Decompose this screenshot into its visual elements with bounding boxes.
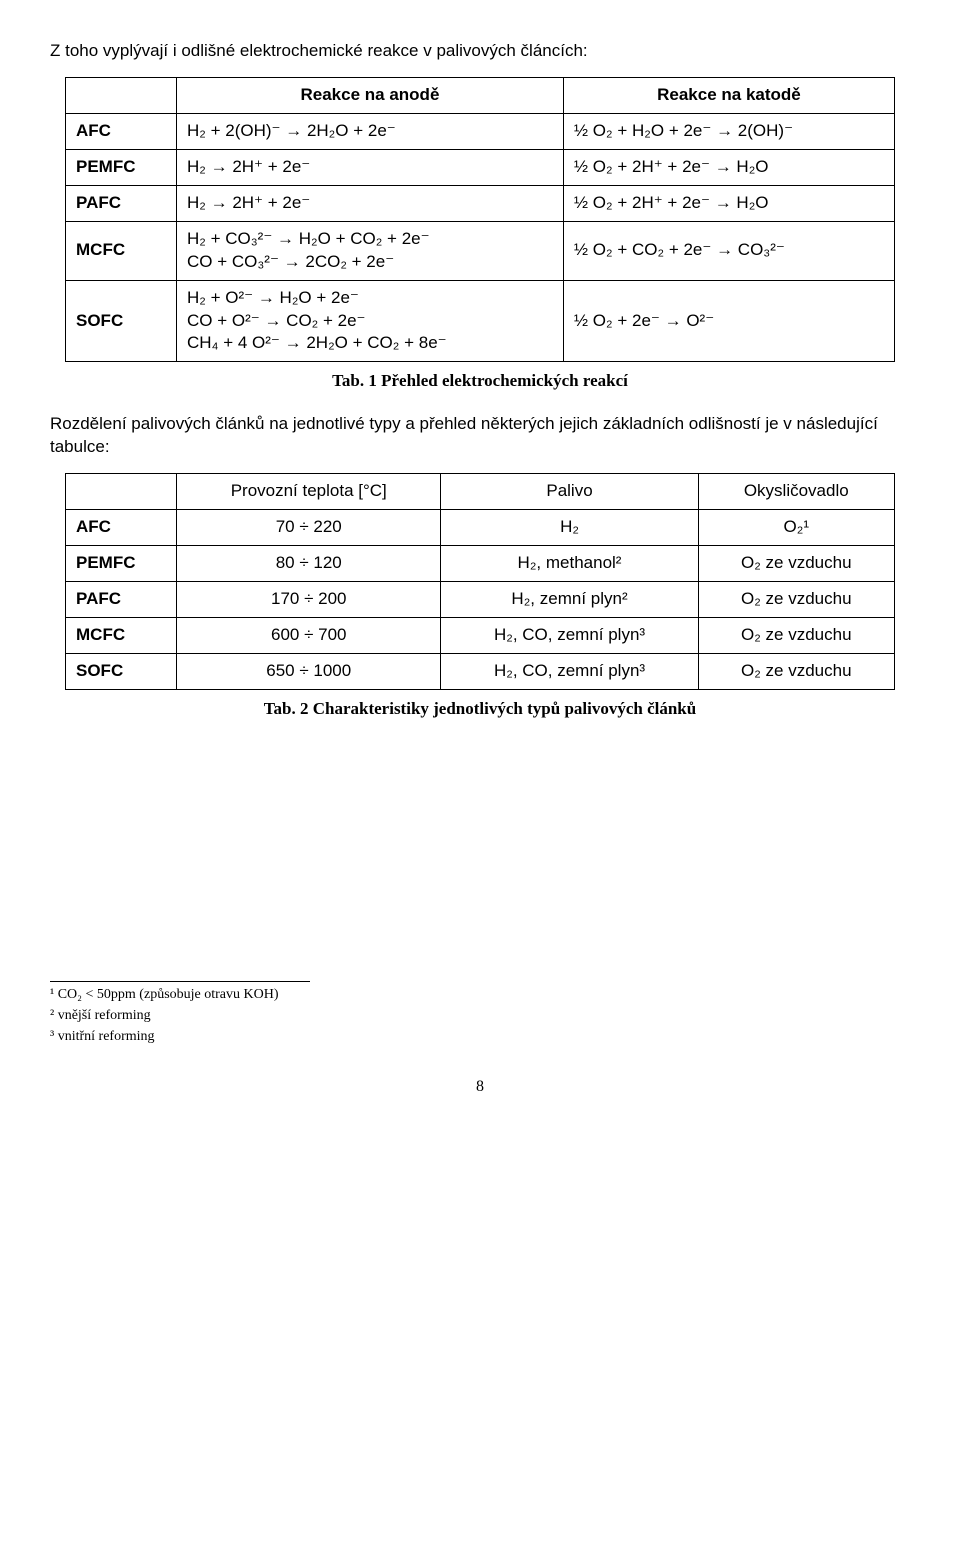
fuel-cell: H₂, CO, zemní plyn³ xyxy=(441,617,698,653)
row-label: SOFC xyxy=(66,280,177,362)
row-label: PAFC xyxy=(66,582,177,618)
paragraph-2: Rozdělení palivových článků na jednotliv… xyxy=(50,413,910,459)
table1-header-anode: Reakce na anodě xyxy=(177,77,564,113)
cathode-cell: ½ O₂ + 2H⁺ + 2e⁻ → H₂O xyxy=(563,185,894,221)
table1-header-cathode: Reakce na katodě xyxy=(563,77,894,113)
reactions-table: Reakce na anodě Reakce na katodě AFC H₂ … xyxy=(65,77,895,362)
fuel-cell: H₂, methanol² xyxy=(441,546,698,582)
row-label: PEMFC xyxy=(66,149,177,185)
row-label: PEMFC xyxy=(66,546,177,582)
table-row: AFC H₂ + 2(OH)⁻ → 2H₂O + 2e⁻ ½ O₂ + H₂O … xyxy=(66,113,895,149)
characteristics-table: Provozní teplota [°C] Palivo Okysličovad… xyxy=(65,473,895,690)
table2-header-fuel: Palivo xyxy=(441,474,698,510)
footnote-3: ³ vnitřní reforming xyxy=(50,1028,310,1047)
oxid-cell: O₂ ze vzduchu xyxy=(698,582,894,618)
table-row: SOFC 650 ÷ 1000 H₂, CO, zemní plyn³ O₂ z… xyxy=(66,653,895,689)
table-row: MCFC 600 ÷ 700 H₂, CO, zemní plyn³ O₂ ze… xyxy=(66,617,895,653)
row-label: MCFC xyxy=(66,617,177,653)
fuel-cell: H₂ xyxy=(441,510,698,546)
table2-caption: Tab. 2 Charakteristiky jednotlivých typů… xyxy=(50,698,910,721)
table2-header-empty xyxy=(66,474,177,510)
row-label: AFC xyxy=(66,113,177,149)
row-label: PAFC xyxy=(66,185,177,221)
row-label: MCFC xyxy=(66,221,177,280)
page-number: 8 xyxy=(50,1076,910,1098)
oxid-cell: O₂¹ xyxy=(698,510,894,546)
table1-header-empty xyxy=(66,77,177,113)
oxid-cell: O₂ ze vzduchu xyxy=(698,653,894,689)
oxid-cell: O₂ ze vzduchu xyxy=(698,546,894,582)
table2-header-oxid: Okysličovadlo xyxy=(698,474,894,510)
row-label: SOFC xyxy=(66,653,177,689)
temp-cell: 600 ÷ 700 xyxy=(177,617,441,653)
footnote-2: ² vnější reforming xyxy=(50,1007,310,1026)
row-label: AFC xyxy=(66,510,177,546)
temp-cell: 650 ÷ 1000 xyxy=(177,653,441,689)
cathode-cell: ½ O₂ + H₂O + 2e⁻ → 2(OH)⁻ xyxy=(563,113,894,149)
table-row: PEMFC H₂ → 2H⁺ + 2e⁻ ½ O₂ + 2H⁺ + 2e⁻ → … xyxy=(66,149,895,185)
intro-text: Z toho vyplývají i odlišné elektrochemic… xyxy=(50,40,910,63)
table1-caption: Tab. 1 Přehled elektrochemických reakcí xyxy=(50,370,910,393)
cathode-cell: ½ O₂ + CO₂ + 2e⁻ → CO₃²⁻ xyxy=(563,221,894,280)
table-row: PAFC 170 ÷ 200 H₂, zemní plyn² O₂ ze vzd… xyxy=(66,582,895,618)
table2-header-temp: Provozní teplota [°C] xyxy=(177,474,441,510)
table-row: SOFC H₂ + O²⁻ → H₂O + 2e⁻ CO + O²⁻ → CO₂… xyxy=(66,280,895,362)
temp-cell: 70 ÷ 220 xyxy=(177,510,441,546)
footnotes: ¹ CO₂ < 50ppm (způsobuje otravu KOH) ² v… xyxy=(50,981,310,1047)
fuel-cell: H₂, zemní plyn² xyxy=(441,582,698,618)
table-row: PEMFC 80 ÷ 120 H₂, methanol² O₂ ze vzduc… xyxy=(66,546,895,582)
anode-cell: H₂ + O²⁻ → H₂O + 2e⁻ CO + O²⁻ → CO₂ + 2e… xyxy=(177,280,564,362)
cathode-cell: ½ O₂ + 2e⁻ → O²⁻ xyxy=(563,280,894,362)
anode-cell: H₂ + 2(OH)⁻ → 2H₂O + 2e⁻ xyxy=(177,113,564,149)
table-row: AFC 70 ÷ 220 H₂ O₂¹ xyxy=(66,510,895,546)
anode-cell: H₂ → 2H⁺ + 2e⁻ xyxy=(177,149,564,185)
fuel-cell: H₂, CO, zemní plyn³ xyxy=(441,653,698,689)
table-row: MCFC H₂ + CO₃²⁻ → H₂O + CO₂ + 2e⁻ CO + C… xyxy=(66,221,895,280)
temp-cell: 80 ÷ 120 xyxy=(177,546,441,582)
cathode-cell: ½ O₂ + 2H⁺ + 2e⁻ → H₂O xyxy=(563,149,894,185)
oxid-cell: O₂ ze vzduchu xyxy=(698,617,894,653)
footnote-1: ¹ CO₂ < 50ppm (způsobuje otravu KOH) xyxy=(50,986,310,1005)
anode-cell: H₂ → 2H⁺ + 2e⁻ xyxy=(177,185,564,221)
anode-cell: H₂ + CO₃²⁻ → H₂O + CO₂ + 2e⁻ CO + CO₃²⁻ … xyxy=(177,221,564,280)
temp-cell: 170 ÷ 200 xyxy=(177,582,441,618)
table-row: PAFC H₂ → 2H⁺ + 2e⁻ ½ O₂ + 2H⁺ + 2e⁻ → H… xyxy=(66,185,895,221)
